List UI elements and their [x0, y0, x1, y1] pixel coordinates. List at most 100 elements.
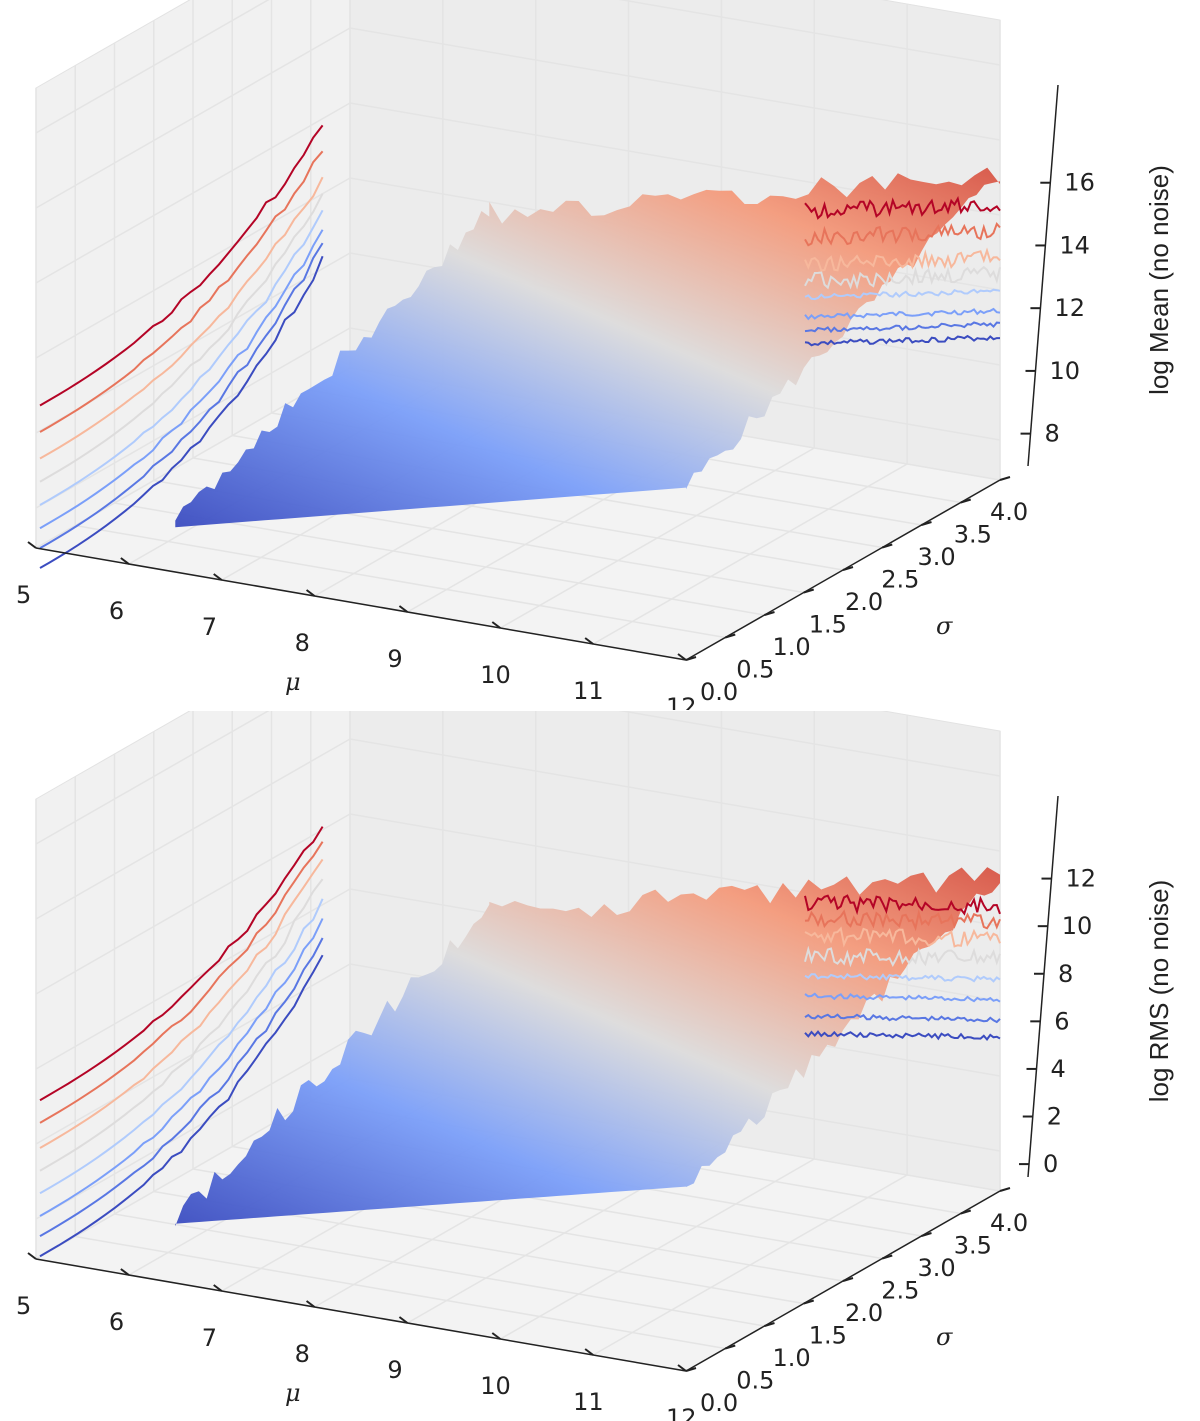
- sigma-tick: [803, 588, 815, 594]
- chart-panel-mean: 5 6 7 8 9 10 11 12 μ 0.0 0.5 1.0 1.5 2.0 2.5 3.0 3.5 4.0 σ…: [0, 0, 1200, 710]
- projection-line-left: [39, 918, 324, 1217]
- projection-line-left: [39, 193, 324, 483]
- grid-line-left-z: [35, 813, 351, 995]
- mu-tick-label: 8: [295, 1340, 310, 1368]
- sigma-tick-label: 2.0: [845, 588, 883, 616]
- sigma-tick-label: 0.0: [700, 1389, 738, 1417]
- grid-line-left-z: [35, 0, 270, 134]
- projection-line-left: [39, 242, 324, 549]
- sigma-tick-label: 4.0: [990, 498, 1028, 526]
- sigma-tick-label: 0.5: [736, 1367, 774, 1395]
- z-tick-label: 12: [1054, 294, 1085, 322]
- sigma-tick-label: 1.0: [773, 1344, 811, 1372]
- projection-line-back: [804, 973, 1001, 983]
- mu-tick-label: 11: [573, 677, 604, 705]
- grid-line-floor-sigma: [75, 524, 726, 639]
- sigma-tick-label: 1.5: [809, 1322, 847, 1350]
- mu-tick-label: 12: [666, 693, 697, 710]
- surface-mesh: [175, 167, 1001, 528]
- z-tick-label: 0: [1043, 1150, 1058, 1178]
- projection-line-left: [39, 255, 324, 569]
- z-tick-label: 8: [1045, 420, 1060, 448]
- projection-line-back: [804, 909, 1001, 932]
- sigma-tick: [999, 476, 1011, 481]
- projection-line-back: [804, 221, 1001, 247]
- projection-line-back: [804, 894, 1001, 916]
- mu-tick-label: 10: [480, 661, 511, 689]
- mu-tick: [677, 1364, 687, 1372]
- z-axis-line: [1027, 84, 1059, 467]
- sigma-tick: [803, 1299, 815, 1305]
- projection-line-back: [804, 926, 1001, 948]
- grid-line-left-z: [35, 711, 270, 845]
- projection-line-back: [804, 992, 1001, 1003]
- grid-line-back-z: [618, 0, 1001, 66]
- mu-tick-label: 7: [202, 1324, 217, 1352]
- mu-tick: [398, 1316, 409, 1324]
- projection-line-left: [39, 176, 324, 460]
- sigma-tick: [764, 1322, 775, 1327]
- sigma-tick: [881, 1254, 893, 1260]
- mu-tick: [120, 557, 130, 565]
- sigma-tick: [999, 1187, 1011, 1192]
- mean-surface-chart: 5 6 7 8 9 10 11 12 μ 0.00.51.01.52.02.53.03.54.0 σ…: [16, 0, 1174, 710]
- projection-line-back: [804, 307, 1001, 321]
- mu-tick-label: 11: [573, 1388, 604, 1416]
- projection-line-left: [39, 954, 324, 1258]
- projection-line-left: [39, 937, 324, 1237]
- chart-panel-rms: 5 6 7 8 9 10 11 12 μ 0.0 0.5 1.0 1.5 2.0 2.5 3.0 3.5 4.0 σ…: [0, 711, 1200, 1421]
- sigma-tick-label: 2.0: [845, 1299, 883, 1327]
- sigma-tick-label: 2.5: [881, 1277, 919, 1305]
- mu-axis-line: [35, 1258, 687, 1372]
- grid-line-left-z: [35, 102, 351, 284]
- sigma-tick-label: 1.5: [809, 611, 847, 639]
- grid-line-left-z: [35, 1038, 351, 1220]
- z-tick-label: 10: [1062, 912, 1093, 940]
- grid-line-back-z: [349, 738, 1001, 852]
- grid-line-left-z: [35, 888, 351, 1070]
- z-tick-label: 6: [1054, 1007, 1069, 1035]
- sigma-tick-label: 3.5: [954, 1232, 992, 1260]
- mu-tick: [305, 1300, 316, 1308]
- sigma-tick: [842, 1277, 854, 1282]
- surface-mesh: [175, 867, 1001, 1227]
- z-tick-label: 4: [1051, 1055, 1066, 1083]
- mu-tick-label: 5: [16, 581, 31, 609]
- projection-line-left: [39, 229, 324, 530]
- mu-tick: [491, 1332, 501, 1340]
- z-axis-line: [1027, 795, 1059, 1178]
- mu-tick: [677, 653, 687, 661]
- mu-tick-label: 9: [387, 645, 402, 673]
- projection-line-back: [804, 945, 1001, 968]
- mu-tick-label: 6: [109, 597, 124, 625]
- projection-line-back: [804, 196, 1001, 220]
- mu-tick-label: 6: [109, 1308, 124, 1336]
- z-tick-label: 2: [1047, 1103, 1062, 1131]
- sigma-tick-label: 3.5: [954, 521, 992, 549]
- grid-line-back-z: [349, 27, 1001, 141]
- mu-tick: [213, 1284, 223, 1292]
- z-axis-label: log Mean (no noise): [1144, 165, 1174, 395]
- sigma-tick: [685, 1367, 697, 1372]
- mu-tick-label: 10: [480, 1372, 511, 1400]
- projection-line-left: [39, 124, 324, 407]
- grid-line-back-z: [618, 711, 1001, 777]
- sigma-tick-label: 3.0: [918, 1254, 956, 1282]
- projection-line-back: [804, 1013, 1001, 1024]
- sigma-axis-label: σ: [936, 1323, 953, 1351]
- projection-line-left: [39, 898, 324, 1195]
- mu-tick: [584, 637, 594, 645]
- grid-line-left-z: [35, 327, 351, 509]
- projection-line-left: [39, 209, 324, 506]
- z-tick-label: 8: [1058, 960, 1073, 988]
- sigma-tick: [685, 656, 697, 661]
- z-tick-label: 12: [1065, 865, 1096, 893]
- projection-line-back: [804, 321, 1001, 334]
- sigma-tick-label: 2.5: [881, 566, 919, 594]
- mu-tick: [584, 1348, 594, 1356]
- sigma-tick: [921, 1232, 932, 1237]
- mu-tick: [27, 1252, 37, 1260]
- sigma-tick-label: 3.0: [918, 543, 956, 571]
- projection-line-back: [804, 288, 1001, 301]
- mu-tick-label: 7: [202, 613, 217, 641]
